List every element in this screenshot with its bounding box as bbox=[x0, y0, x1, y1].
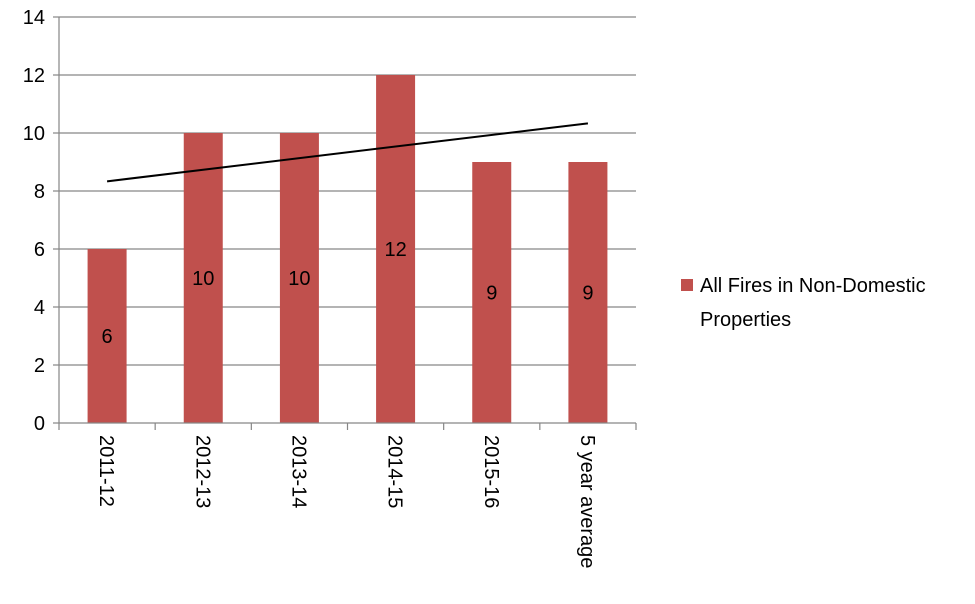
legend-label-line-1: All Fires in Non-Domestic bbox=[700, 275, 926, 297]
axes: 0 2 4 6 8 10 12 14 2011-12 2012-13 2013-14 2014-15 2… bbox=[23, 7, 637, 568]
y-tick-label: 2 bbox=[34, 355, 45, 377]
bar bbox=[279, 133, 319, 423]
x-category-label: 2013-14 bbox=[287, 435, 309, 508]
x-category-label: 2015-16 bbox=[480, 435, 502, 508]
y-tick-label: 6 bbox=[34, 239, 45, 261]
y-tick-label: 0 bbox=[34, 413, 45, 435]
x-category-label: 2014-15 bbox=[384, 435, 406, 508]
data-label: 9 bbox=[582, 283, 593, 305]
legend-swatch bbox=[681, 279, 693, 291]
data-label: 10 bbox=[288, 268, 310, 290]
y-tick-label: 4 bbox=[34, 297, 45, 319]
gridlines bbox=[59, 16, 636, 366]
legend: All Fires in Non-Domestic Properties bbox=[681, 275, 926, 331]
bar bbox=[376, 75, 416, 423]
data-label: 9 bbox=[486, 283, 497, 305]
bar bbox=[568, 162, 608, 423]
data-label: 10 bbox=[192, 268, 214, 290]
bars bbox=[87, 75, 608, 423]
y-tick-label: 8 bbox=[34, 181, 45, 203]
bar bbox=[87, 249, 127, 423]
data-label: 12 bbox=[384, 239, 406, 261]
x-category-label: 2011-12 bbox=[95, 435, 117, 507]
legend-label-line-2: Properties bbox=[700, 309, 791, 331]
y-tick-label: 10 bbox=[23, 123, 45, 145]
trendline-layer bbox=[106, 122, 589, 183]
y-tick-label: 12 bbox=[23, 65, 45, 87]
bar bbox=[472, 162, 512, 423]
trendline bbox=[106, 122, 589, 183]
y-tick-label: 14 bbox=[23, 7, 45, 29]
data-label: 6 bbox=[102, 326, 113, 348]
data-labels: 6 10 10 12 9 9 bbox=[102, 239, 594, 348]
bar bbox=[183, 133, 223, 423]
x-category-label: 2012-13 bbox=[191, 435, 213, 508]
x-category-label: 5 year average bbox=[576, 435, 598, 568]
